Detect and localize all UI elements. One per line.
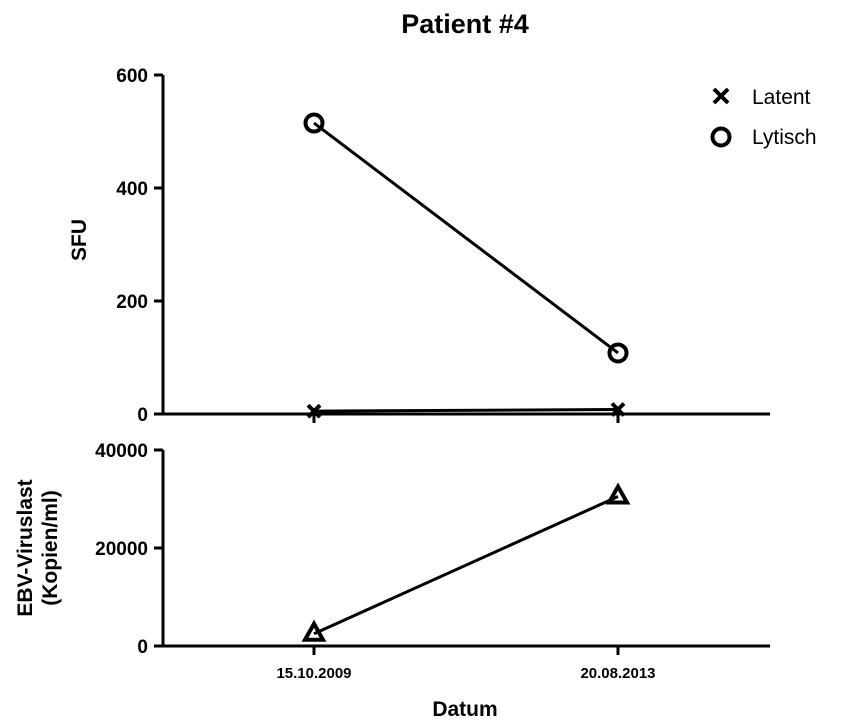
bottom-y-axis-title-line1: EBV-Viruslast: [14, 479, 37, 616]
top-y-tick-label: 600: [116, 66, 148, 87]
top-point-latent: [306, 403, 322, 419]
x-tick-label: 20.08.2013: [580, 665, 655, 682]
bottom-point-viruslast: [301, 619, 327, 642]
bottom-y-tick-label: 20000: [95, 539, 148, 560]
legend-lytisch-circle-marker: [710, 126, 732, 148]
legend-label-lytisch: Lytisch: [752, 126, 817, 149]
legend-latent-x-marker: [712, 87, 730, 105]
bottom-point-viruslast: [605, 482, 631, 505]
top-y-axis-title: SFU: [68, 219, 91, 261]
legend-label-latent: Latent: [752, 86, 811, 109]
chart-title: Patient #4: [401, 9, 529, 39]
bottom-series-line-viruslast: [313, 495, 619, 636]
top-y-tick-label: 200: [116, 292, 148, 313]
top-y-tick-label: 0: [137, 405, 148, 426]
top-point-latent: [610, 402, 626, 417]
plot-layer: 0 200 400 600 0 20000 40000 15.10.2009 20.08.201…: [95, 66, 770, 682]
x-tick-label: 15.10.2009: [276, 665, 351, 682]
top-point-lytisch: [303, 112, 325, 134]
bottom-y-tick-label: 40000: [95, 441, 148, 462]
legend: Latent Lytisch: [710, 86, 817, 149]
top-y-tick-label: 400: [116, 179, 148, 200]
top-point-lytisch: [607, 342, 629, 364]
top-series-line-lytisch: [313, 121, 619, 355]
top-series-line-latent: [313, 407, 619, 413]
bottom-y-tick-label: 0: [137, 637, 148, 658]
x-axis-title: Datum: [432, 698, 497, 720]
bottom-y-axis-title-line2: (Kopien/ml): [39, 490, 62, 606]
